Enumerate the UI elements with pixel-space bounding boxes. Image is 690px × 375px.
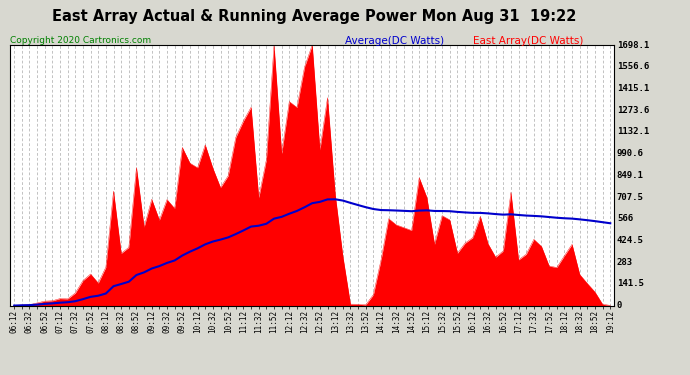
Text: 707.5: 707.5: [617, 192, 644, 201]
Text: 0: 0: [617, 301, 622, 310]
Text: 283: 283: [617, 258, 633, 267]
Text: 1273.6: 1273.6: [617, 106, 649, 115]
Text: 566: 566: [617, 214, 633, 223]
Text: 141.5: 141.5: [617, 279, 644, 288]
Text: 1132.1: 1132.1: [617, 128, 649, 136]
Text: East Array Actual & Running Average Power Mon Aug 31  19:22: East Array Actual & Running Average Powe…: [52, 9, 576, 24]
Text: Copyright 2020 Cartronics.com: Copyright 2020 Cartronics.com: [10, 36, 152, 45]
Text: Average(DC Watts): Average(DC Watts): [345, 36, 444, 46]
Text: 990.6: 990.6: [617, 149, 644, 158]
Text: 1556.6: 1556.6: [617, 62, 649, 71]
Text: East Array(DC Watts): East Array(DC Watts): [473, 36, 583, 46]
Text: 1698.1: 1698.1: [617, 40, 649, 50]
Text: 849.1: 849.1: [617, 171, 644, 180]
Text: 424.5: 424.5: [617, 236, 644, 245]
Text: 1415.1: 1415.1: [617, 84, 649, 93]
